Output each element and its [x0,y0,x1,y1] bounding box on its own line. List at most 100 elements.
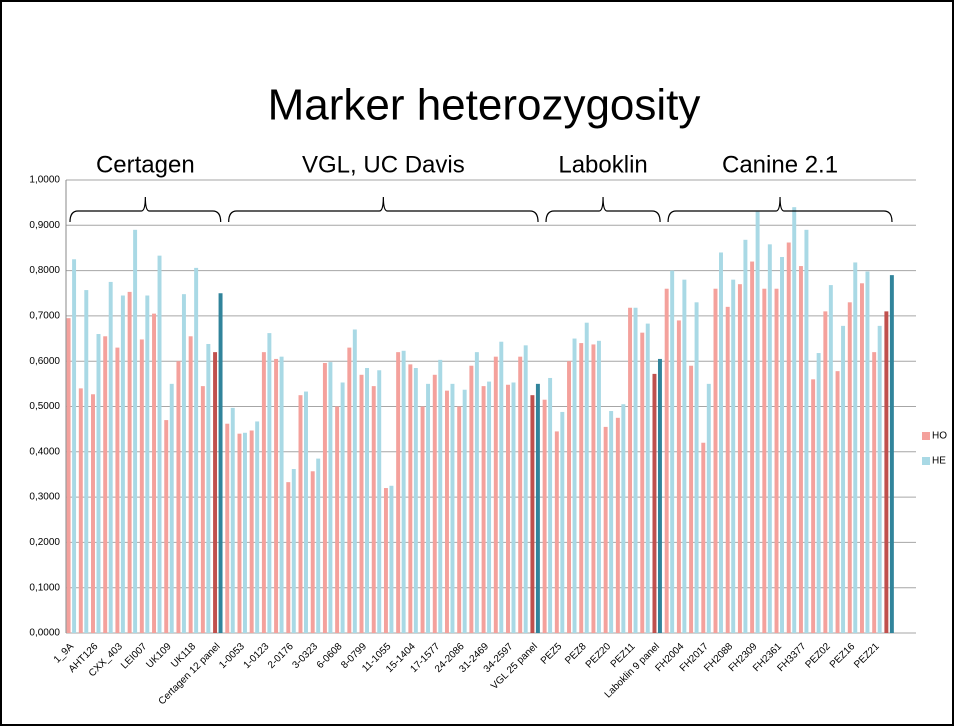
group-label: Laboklin [558,151,647,178]
legend-swatch [922,457,930,465]
bar [213,352,218,633]
bar [274,358,279,633]
bar [780,257,784,633]
bar [676,320,681,633]
bar [713,288,718,633]
bar [194,267,199,633]
bar [621,404,626,633]
bar [298,395,303,633]
bar [615,417,620,633]
bar [78,388,83,633]
y-tick-label: 0,6000 [29,356,60,367]
bar [884,311,889,633]
chart-title: Marker heterozygosity [268,81,701,130]
bar [91,394,95,633]
group-brace [545,196,661,223]
bar [872,352,877,633]
bar [352,329,357,633]
bar [786,242,791,633]
y-tick-label: 0,9000 [29,220,60,231]
bar [652,373,657,633]
bar [396,352,401,633]
bar [139,339,144,633]
group-brace [69,196,222,223]
y-tick-label: 0,4000 [29,446,60,457]
bar [877,325,882,633]
bar [554,431,559,633]
bar [633,307,638,633]
bar [811,379,816,633]
bar [596,340,601,633]
bar [493,356,498,633]
bar [316,458,321,633]
bar [145,295,150,633]
bar [401,350,406,633]
y-tick-label: 0,2000 [29,537,60,548]
group-brace [667,196,893,223]
bar [340,382,345,633]
bar [365,367,369,633]
y-tick-label: 0,1000 [29,582,60,593]
bar [457,406,462,633]
bar [474,352,479,633]
y-tick-label: 0,3000 [29,492,60,503]
bar [762,288,767,633]
bar [694,302,699,633]
bar [152,313,157,633]
bar [383,488,388,633]
bar [304,391,308,633]
bar [103,336,108,633]
bar [413,367,418,633]
bar [291,469,296,633]
bar [725,306,730,633]
bar [798,266,803,633]
y-tick-label: 0,5000 [29,401,60,412]
bar [120,295,125,633]
bar [835,371,840,633]
bar [889,275,894,633]
bar [310,471,315,633]
bar [438,359,443,633]
y-tick-label: 0,8000 [29,265,60,276]
bar [426,383,431,633]
bar [347,347,352,633]
y-tick-label: 0,7000 [29,311,60,322]
bar [584,322,589,633]
bar [609,411,614,633]
bar [645,323,650,633]
bar [755,211,760,633]
bar [225,423,230,633]
bar [469,365,474,633]
bar [535,383,540,633]
bar [481,386,486,633]
bar [371,386,376,633]
bar [804,229,809,633]
bar [506,384,510,633]
bar [719,252,723,634]
bar [731,279,736,633]
bar [133,229,138,633]
bar [518,356,523,633]
bar [462,389,467,633]
bar [188,336,193,633]
bar [706,383,711,633]
bar [242,432,247,633]
bar [200,386,205,633]
legend-swatch [922,432,930,440]
bar [66,318,71,633]
bar [689,365,694,633]
bar [657,358,662,633]
bar [206,343,211,633]
bar [420,406,425,633]
bar [335,406,340,633]
bar [261,352,266,633]
bar [322,363,327,633]
bar [255,421,260,633]
bar [359,374,364,633]
bar [664,288,669,633]
bar [389,485,394,633]
y-tick-label: 1,0000 [29,175,60,186]
bar [591,344,596,633]
bar [859,283,864,633]
bar [487,381,492,633]
